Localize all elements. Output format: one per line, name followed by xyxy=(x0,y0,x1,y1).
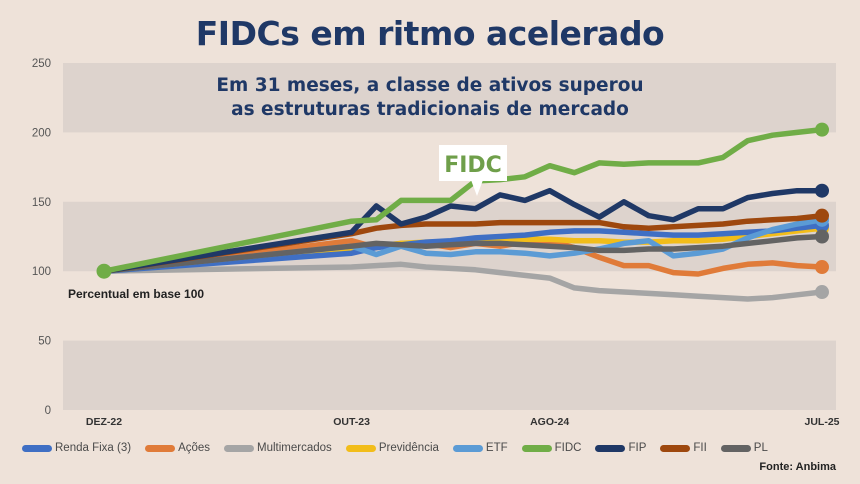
legend-item: Ações xyxy=(145,442,210,454)
legend-swatch xyxy=(345,444,376,452)
end-point-fii xyxy=(815,208,829,223)
legend-swatch xyxy=(720,444,751,452)
source-note: Fonte: Anbima xyxy=(759,461,836,473)
chart-subtitle: Em 31 meses, a classe de ativos superou … xyxy=(150,74,710,122)
fidc-callout-box xyxy=(439,145,507,181)
legend-item: Renda Fixa (3) xyxy=(22,442,131,454)
series-line-pl xyxy=(101,233,825,274)
series-line-fidc xyxy=(101,126,825,274)
legend-label: PL xyxy=(753,442,768,454)
legend-label: Previdência xyxy=(378,442,439,454)
start-point xyxy=(96,263,112,279)
legend-label: Ações xyxy=(178,442,211,454)
base-note: Percentual em base 100 xyxy=(68,287,205,301)
x-axis: DEZ-22 OUT-23 AGO-24 JUL-25 xyxy=(86,416,840,428)
legend-label: FIDC xyxy=(554,442,582,454)
y-tick-label: 150 xyxy=(32,197,51,209)
legend-swatch xyxy=(660,444,691,452)
legend-label: Renda Fixa (3) xyxy=(55,442,132,454)
series-line-multimercados xyxy=(101,261,825,302)
end-point-a-es xyxy=(815,260,829,275)
band-0-50 xyxy=(63,340,836,410)
legend-item: FIDC xyxy=(521,442,582,454)
y-tick-label: 0 xyxy=(45,405,51,417)
y-tick-label: 200 xyxy=(32,127,51,139)
legend-item: FIP xyxy=(595,442,646,454)
y-axis: 0 50 100 150 200 250 xyxy=(32,58,51,417)
legend-item: Previdência xyxy=(345,442,439,454)
y-tick-label: 50 xyxy=(38,336,51,348)
legend-item: Multimercados xyxy=(224,442,332,454)
fidc-callout-label: FIDC xyxy=(444,153,502,178)
end-point-fip xyxy=(815,183,829,198)
series-lines xyxy=(96,122,829,302)
legend-label: Multimercados xyxy=(257,442,332,454)
legend-swatch xyxy=(521,444,552,452)
x-tick-label: JUL-25 xyxy=(804,416,839,428)
fidc-callout-pointer xyxy=(471,180,483,196)
chart-legend: Renda Fixa (3) Ações Multimercados Previdên… xyxy=(22,440,782,456)
legend-label: FIP xyxy=(628,442,647,454)
x-tick-label: OUT-23 xyxy=(333,416,370,428)
series-line-fii xyxy=(101,212,825,274)
legend-label: FII xyxy=(693,442,707,454)
end-point-pl xyxy=(815,229,829,244)
band-200-250 xyxy=(63,63,836,133)
y-tick-label: 250 xyxy=(32,58,51,70)
legend-item: FII xyxy=(660,442,707,454)
x-tick-label: DEZ-22 xyxy=(86,416,122,428)
page-title: FIDCs em ritmo acelerado xyxy=(195,14,665,53)
legend-swatch xyxy=(22,444,52,452)
legend-swatch xyxy=(452,444,483,452)
x-tick-label: AGO-24 xyxy=(530,416,569,428)
y-tick-label: 100 xyxy=(32,266,51,278)
legend-item: PL xyxy=(720,442,768,454)
series-line-fip xyxy=(101,187,825,274)
subtitle-line-2: as estruturas tradicionais de mercado xyxy=(231,99,629,120)
end-point-fidc xyxy=(815,122,829,137)
legend-swatch xyxy=(224,444,255,452)
fidc-callout: FIDC xyxy=(439,145,507,196)
legend-label: ETF xyxy=(485,442,508,454)
subtitle-line-1: Em 31 meses, a classe de ativos superou xyxy=(216,75,644,96)
legend-item: ETF xyxy=(452,442,508,454)
legend-swatch xyxy=(145,444,176,452)
end-point-multimercados xyxy=(815,285,829,300)
legend-swatch xyxy=(595,444,626,452)
